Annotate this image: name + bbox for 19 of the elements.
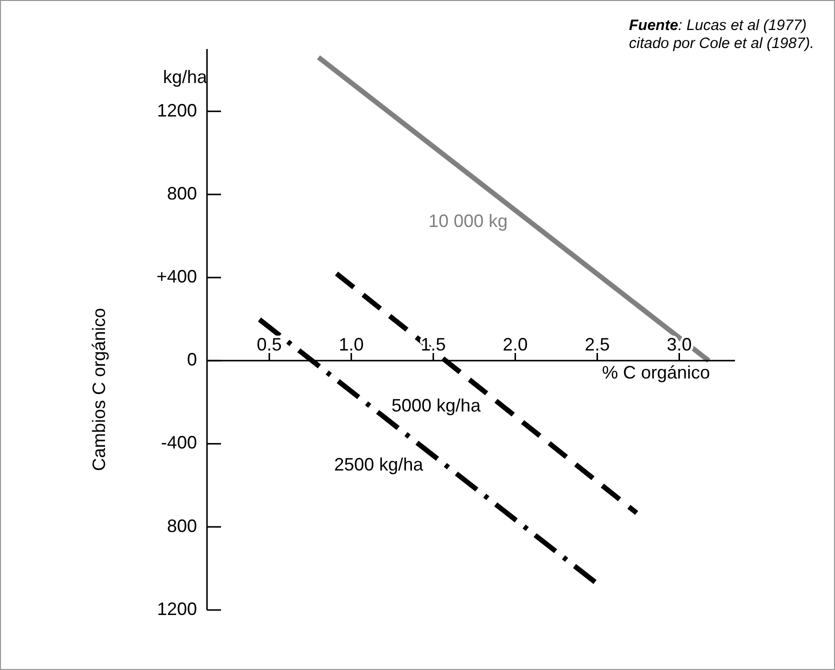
x-tick-label: 2.5 bbox=[584, 334, 610, 355]
y-tick-label: +400 bbox=[156, 266, 197, 287]
y-tick-label: -400 bbox=[160, 432, 197, 453]
y-tick-label: 1200 bbox=[156, 598, 197, 619]
y-tick-label: 800 bbox=[166, 516, 197, 536]
y-tick-label: 1200 bbox=[156, 100, 197, 120]
x-tick-label: 1.0 bbox=[338, 334, 364, 355]
annotation: Fuente: Lucas et al (1977) citado por Cole et al (1987). bbox=[629, 17, 816, 53]
x-axis-title: % C orgánico bbox=[602, 362, 710, 383]
x-tick-label: 2.0 bbox=[502, 334, 528, 355]
y-tick-label: 0 bbox=[186, 350, 197, 370]
x-tick-label: 3.0 bbox=[666, 334, 692, 355]
series-label: 5000 kg/ha bbox=[392, 395, 482, 416]
x-tick-label: 0.5 bbox=[256, 334, 282, 355]
series-label: 10 000 kg bbox=[428, 210, 508, 231]
y-axis-title: Cambios C orgánico bbox=[88, 308, 109, 472]
series-label: 2500 kg/ha bbox=[334, 454, 424, 474]
annotation: kg/ha bbox=[162, 66, 208, 87]
y-tick-label: 800 bbox=[166, 183, 197, 204]
